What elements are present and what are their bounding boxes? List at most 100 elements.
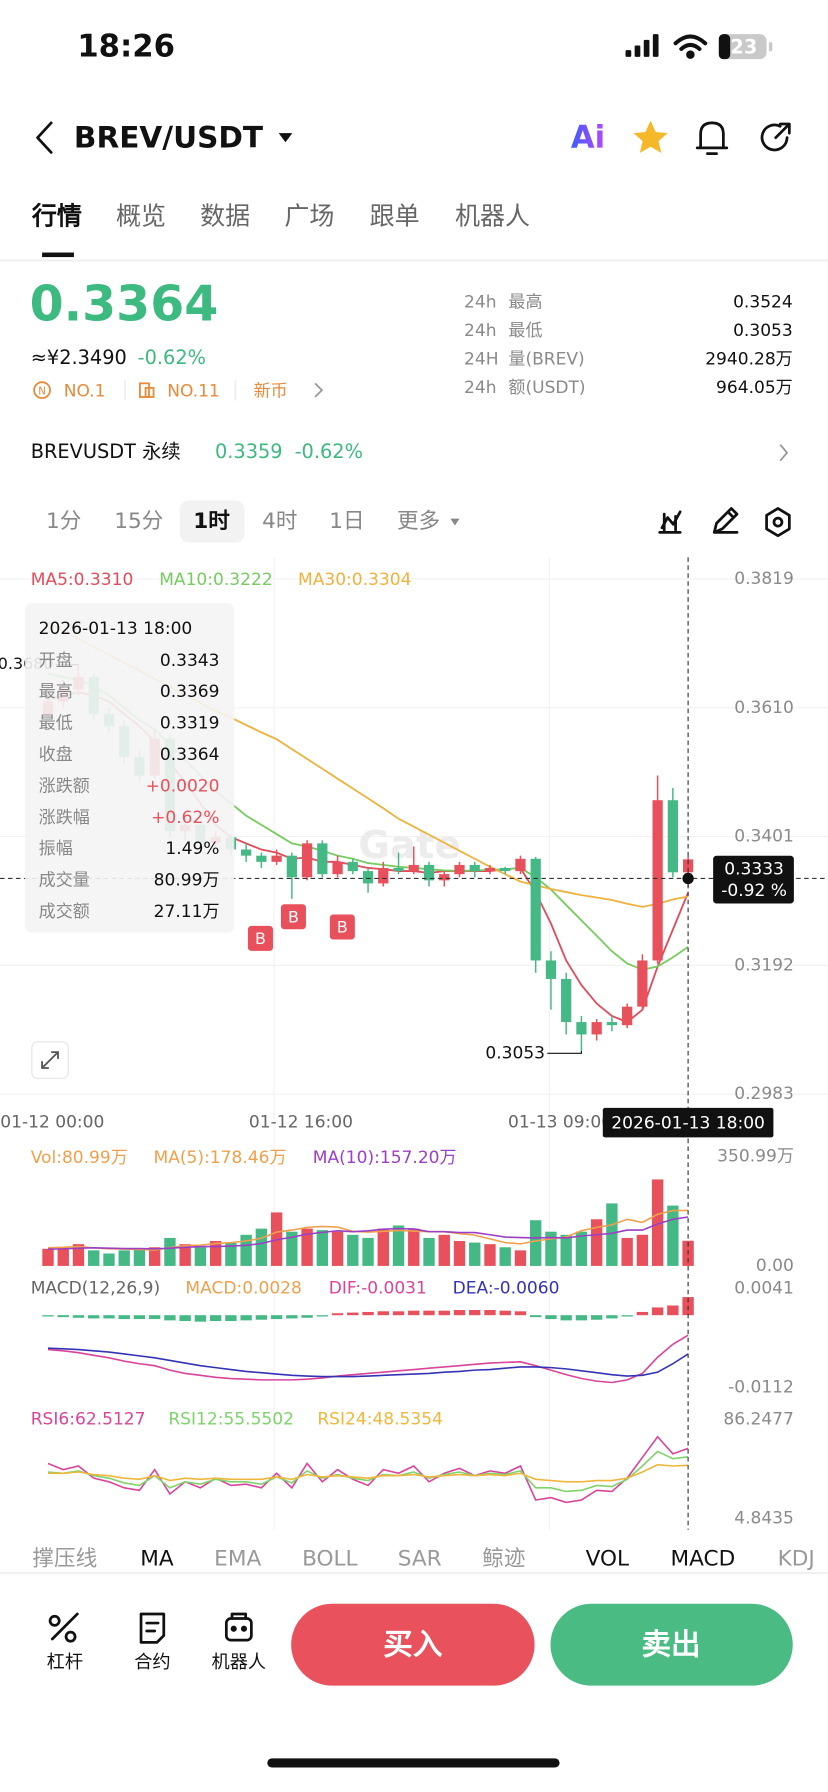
indicator-tab[interactable]: 鲸迹 — [482, 1546, 525, 1571]
macd-bar — [575, 1315, 588, 1321]
pair-title[interactable]: BREV/USDT — [74, 120, 263, 154]
ma-legend: MA10:0.3222 — [159, 570, 272, 590]
tool-label[interactable]: 杠杆 — [47, 1652, 83, 1673]
interval-tab[interactable]: 更多 — [397, 509, 440, 534]
volume-bar — [636, 1234, 649, 1266]
indicator-button[interactable] — [658, 510, 682, 534]
interval-tab[interactable]: 4时 — [262, 509, 297, 534]
nav-tab[interactable]: 数据 — [200, 201, 250, 230]
candle-body — [606, 1022, 618, 1026]
ma-legend: MA5:0.3310 — [31, 570, 134, 590]
indicator-tab[interactable]: 撑压线 — [32, 1546, 97, 1571]
battery-level: 23 — [730, 35, 757, 58]
y-tick-label: -0.0112 — [728, 1378, 794, 1398]
buy-marker[interactable] — [247, 925, 273, 951]
leverage-icon[interactable] — [48, 1612, 79, 1643]
candle-body — [317, 843, 328, 875]
nav-tab[interactable]: 行情 — [31, 201, 82, 230]
sell-button[interactable] — [550, 1603, 793, 1686]
volume-bar — [103, 1253, 115, 1266]
candle-body — [286, 855, 297, 878]
interval-tab[interactable]: 1日 — [329, 509, 364, 534]
candle-body — [576, 1022, 587, 1035]
tag-new[interactable]: 新币 — [254, 381, 288, 401]
macd-line — [47, 1334, 689, 1384]
macd-legend: MACD:0.0028 — [185, 1279, 302, 1299]
nav-tab[interactable]: 机器人 — [455, 201, 530, 230]
share-button[interactable] — [760, 122, 791, 152]
back-button[interactable] — [36, 121, 53, 154]
interval-tab[interactable]: 1分 — [46, 509, 81, 534]
stat-value: 0.3524 — [733, 293, 793, 313]
tooltip-label: 开盘 — [39, 651, 73, 671]
tag-rank[interactable]: NO.11 — [167, 381, 220, 401]
tag-rank[interactable]: NO.1 — [64, 381, 106, 401]
crosshair-time-box — [602, 1107, 774, 1138]
candle-body — [545, 960, 557, 979]
perp-chevron[interactable] — [779, 444, 789, 462]
x-tick-label: 01-12 00:00 — [0, 1113, 104, 1133]
macd-bar — [225, 1315, 237, 1322]
ai-button[interactable]: Ai — [571, 120, 605, 155]
buy-button[interactable] — [291, 1603, 535, 1686]
volume-bar — [377, 1228, 389, 1266]
settings-button[interactable] — [765, 507, 791, 538]
interval-tab[interactable]: 15分 — [114, 509, 163, 534]
rsi-line — [47, 1435, 689, 1504]
macd-bar — [57, 1315, 69, 1318]
fullscreen-icon — [41, 1051, 59, 1069]
indicator-tab[interactable]: KDJ — [778, 1546, 815, 1571]
indicator-tab[interactable]: MACD — [671, 1546, 736, 1571]
indicator-tab[interactable]: EMA — [214, 1546, 261, 1571]
alert-bell[interactable] — [695, 121, 729, 155]
y-tick-label: 0.3610 — [734, 698, 794, 718]
draw-button[interactable] — [712, 507, 739, 534]
nav-tab[interactable]: 跟单 — [370, 201, 420, 230]
volume-bar — [484, 1244, 496, 1266]
macd-bar — [118, 1315, 130, 1320]
candle-body — [652, 800, 663, 961]
macd-bar — [255, 1315, 268, 1320]
macd-legend: MACD(12,26,9) — [31, 1279, 160, 1299]
tool-label[interactable]: 合约 — [134, 1652, 170, 1673]
indicator-tab[interactable]: SAR — [398, 1546, 442, 1571]
volume-bar — [133, 1248, 146, 1266]
buy-marker[interactable] — [329, 914, 355, 940]
macd-bar — [194, 1315, 207, 1322]
macd-legend: DEA:-0.0060 — [453, 1279, 560, 1299]
macd-bar — [316, 1315, 329, 1317]
crosshair-price-box — [713, 855, 794, 904]
indicator-tab[interactable]: MA — [140, 1546, 174, 1571]
perp-name[interactable]: BREVUSDT 永续 — [31, 440, 181, 463]
y-tick-label: 0.2983 — [734, 1084, 794, 1104]
buy-marker[interactable] — [280, 904, 306, 930]
macd-bar — [88, 1315, 100, 1319]
contract-icon[interactable] — [139, 1612, 166, 1644]
tool-label[interactable]: 机器人 — [212, 1652, 267, 1673]
cny-price: ≈¥2.3490 — [31, 346, 127, 369]
volume-bar — [469, 1242, 481, 1266]
macd-bar — [667, 1305, 679, 1316]
more-dropdown[interactable] — [450, 518, 460, 526]
indicator-tab[interactable]: BOLL — [302, 1546, 358, 1571]
stat-name: 最高 — [508, 293, 542, 313]
buy-label[interactable]: 买入 — [383, 1627, 443, 1661]
nav-tab[interactable]: 广场 — [284, 201, 334, 230]
favorite-star[interactable] — [633, 120, 668, 154]
indicator-tab[interactable]: VOL — [586, 1546, 629, 1571]
low-marker-line — [547, 1051, 582, 1054]
sell-label[interactable]: 卖出 — [641, 1627, 700, 1661]
macd-bar — [469, 1310, 481, 1316]
stat-period: 24h — [464, 293, 497, 313]
robot-icon[interactable] — [224, 1612, 253, 1642]
interval-tab[interactable]: 1时 — [193, 509, 230, 534]
tooltip-value: 0.3369 — [160, 682, 220, 702]
volume-ma-line — [47, 1216, 689, 1250]
macd-bar — [362, 1311, 374, 1316]
volume-bar — [347, 1234, 359, 1266]
volume-bar — [88, 1250, 100, 1266]
volume-bar — [651, 1179, 664, 1266]
volume-bar — [316, 1230, 329, 1266]
pair-dropdown[interactable] — [278, 133, 293, 143]
nav-tab[interactable]: 概览 — [116, 201, 166, 230]
